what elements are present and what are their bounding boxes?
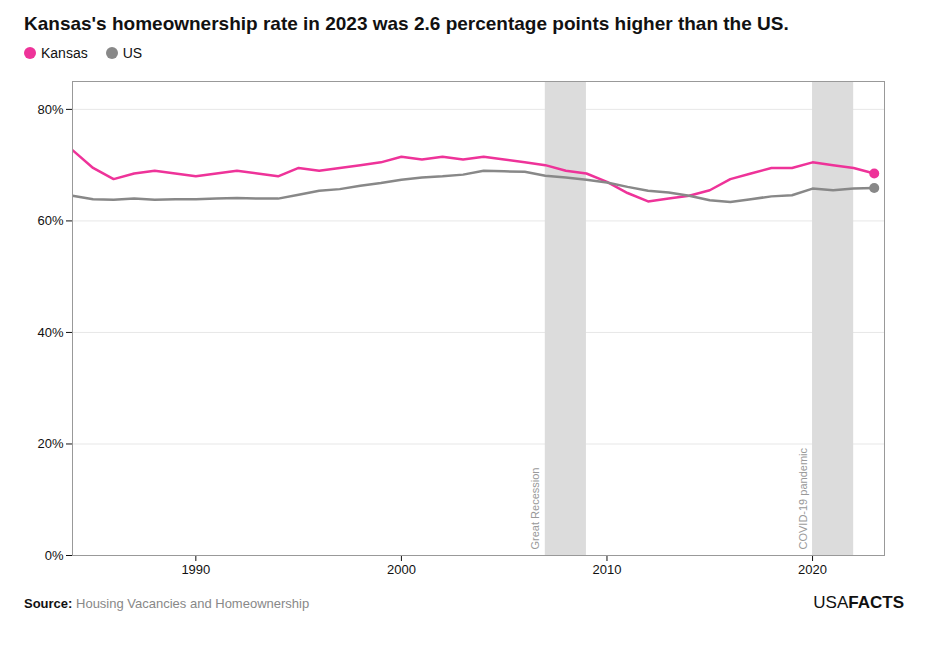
svg-text:80%: 80% (37, 101, 63, 116)
html-text:Source: Housing Vacancies and: Source: Housing Vacancies and Homeowners… (24, 595, 310, 611)
svg-text:2010: 2010 (593, 561, 622, 576)
svg-text:20%: 20% (37, 436, 63, 451)
svg-text:40%: 40% (37, 324, 63, 339)
html-text:Kansas: Kansas (41, 44, 88, 61)
svg-text:2020: 2020 (798, 561, 827, 576)
svg-text:60%: 60% (37, 213, 63, 228)
svg-text:0%: 0% (45, 547, 64, 562)
svg-text:2000: 2000 (387, 561, 416, 576)
svg-text:Great Recession: Great Recession (529, 467, 541, 549)
html-text:Kansas's homeownership rate in: Kansas's homeownership rate in 2023 was … (24, 13, 789, 34)
html-text:US: US (122, 44, 143, 61)
html-text:USA FACTS: USA FACTS (813, 592, 904, 612)
svg-text:COVID-19 pandemic: COVID-19 pandemic (797, 447, 809, 549)
svg-text:1990: 1990 (181, 561, 210, 576)
